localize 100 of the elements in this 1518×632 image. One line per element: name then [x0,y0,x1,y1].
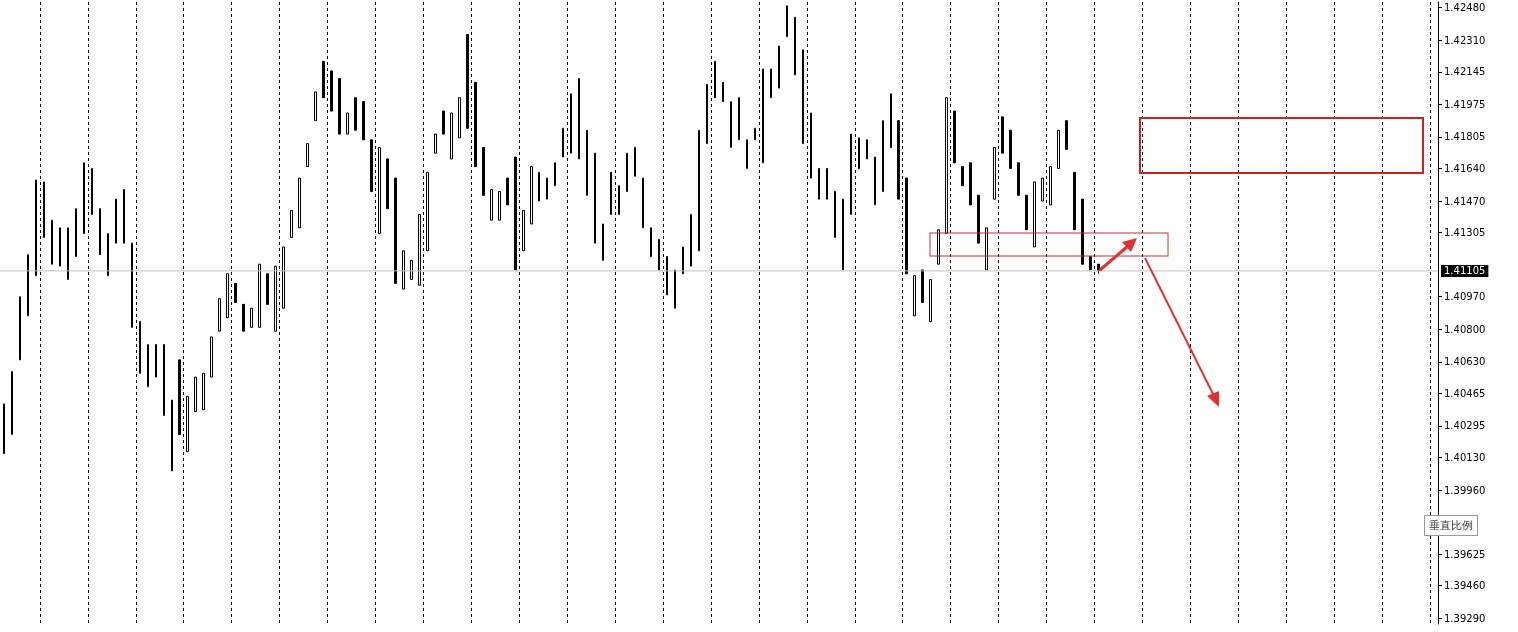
candlestick [546,177,548,200]
candlestick [234,282,237,303]
candlestick [3,403,5,455]
candlestick [35,179,37,277]
candlestick [514,156,517,271]
candlestick [434,133,437,154]
candlestick [210,336,213,378]
candlestick [794,16,796,76]
candlestick [171,399,173,472]
candlestick [921,269,924,303]
candlestick [482,146,485,196]
candlestick [945,97,948,235]
candlestick [242,303,245,332]
candlestick [91,168,93,215]
candlestick [346,112,349,135]
y-tick-label: 1.41470 [1444,195,1486,207]
y-tick-label: 1.41305 [1444,227,1486,239]
candlestick [578,78,580,160]
candlestick [897,120,900,200]
candlestick [378,146,381,235]
candlestick [842,198,844,271]
candlestick [1081,198,1084,265]
candlestick [722,81,724,103]
candlestick [530,166,533,225]
candlestick [202,372,205,411]
candlestick [754,127,756,141]
candlestick [1073,171,1076,231]
candlestick [474,81,477,168]
annotation: 垂直比例 [1424,515,1478,536]
candlestick [706,83,708,145]
candlestick [27,254,29,317]
candlestick [913,275,916,317]
candlestick [874,156,876,206]
candlestick [354,97,357,131]
candlestick [993,146,996,200]
candlestick [1057,129,1060,169]
candlestick [714,60,716,99]
candlestick [826,168,828,200]
y-tick-label: 1.40465 [1444,387,1486,399]
y-tick-label: 1.42145 [1444,66,1486,78]
candlestick [178,359,181,436]
candlestick [977,194,980,244]
candlestick [450,112,453,160]
candlestick [882,120,884,192]
y-tick-label: 1.40970 [1444,291,1486,303]
candlestick [650,227,652,258]
candlestick [905,177,908,275]
candlestick [866,139,868,160]
candlestick [115,198,117,244]
candlestick [250,307,253,328]
candlestick [338,78,341,135]
candlestick [1065,120,1068,150]
candlestick [985,227,988,271]
candlestick [961,166,964,187]
candlestick [626,152,628,192]
candlestick [426,171,429,252]
candlestick [186,395,189,453]
candlestick [123,189,125,244]
candlestick [969,162,972,206]
candlestick [19,296,21,361]
y-tick-label: 1.42310 [1444,34,1486,46]
candlestick [139,321,141,374]
candlestick [834,190,836,238]
candlestick [594,152,596,244]
ref-line-label: 1.41105 [1444,265,1486,277]
candlestick [634,146,636,177]
candlestick [466,34,469,129]
candlestick [1001,116,1004,154]
candlestick [602,223,604,261]
candlestick [522,210,525,252]
candlestick [11,370,13,436]
candlestick [99,208,101,256]
candlestick [1017,162,1020,196]
candlestick [226,273,229,319]
candlestick [658,238,660,271]
candlestick [147,344,149,388]
candlestick [442,110,445,135]
candlestick [554,162,556,187]
candlestick [43,181,45,238]
candlestick [83,162,85,235]
candlestick [155,344,157,378]
y-tick-label: 1.39960 [1444,484,1486,496]
y-tick-label: 1.39460 [1444,580,1486,592]
y-tick-label: 1.39625 [1444,548,1486,560]
y-tick-label: 1.40130 [1444,452,1486,463]
candlestick [674,269,676,309]
y-tick-label: 1.39290 [1444,612,1486,624]
candlestick [1025,194,1028,231]
y-tick-label: 1.41975 [1444,98,1486,110]
candlestick [306,143,309,168]
candlestick [290,210,293,238]
candlestick [498,190,501,221]
candlestick [1033,181,1036,248]
candlestick [506,177,509,206]
candlestick [1049,166,1052,206]
candlestick [107,233,109,277]
candlestick [59,227,61,267]
candlestick [818,168,820,200]
candlestick [51,219,53,265]
candlestick [586,129,588,196]
